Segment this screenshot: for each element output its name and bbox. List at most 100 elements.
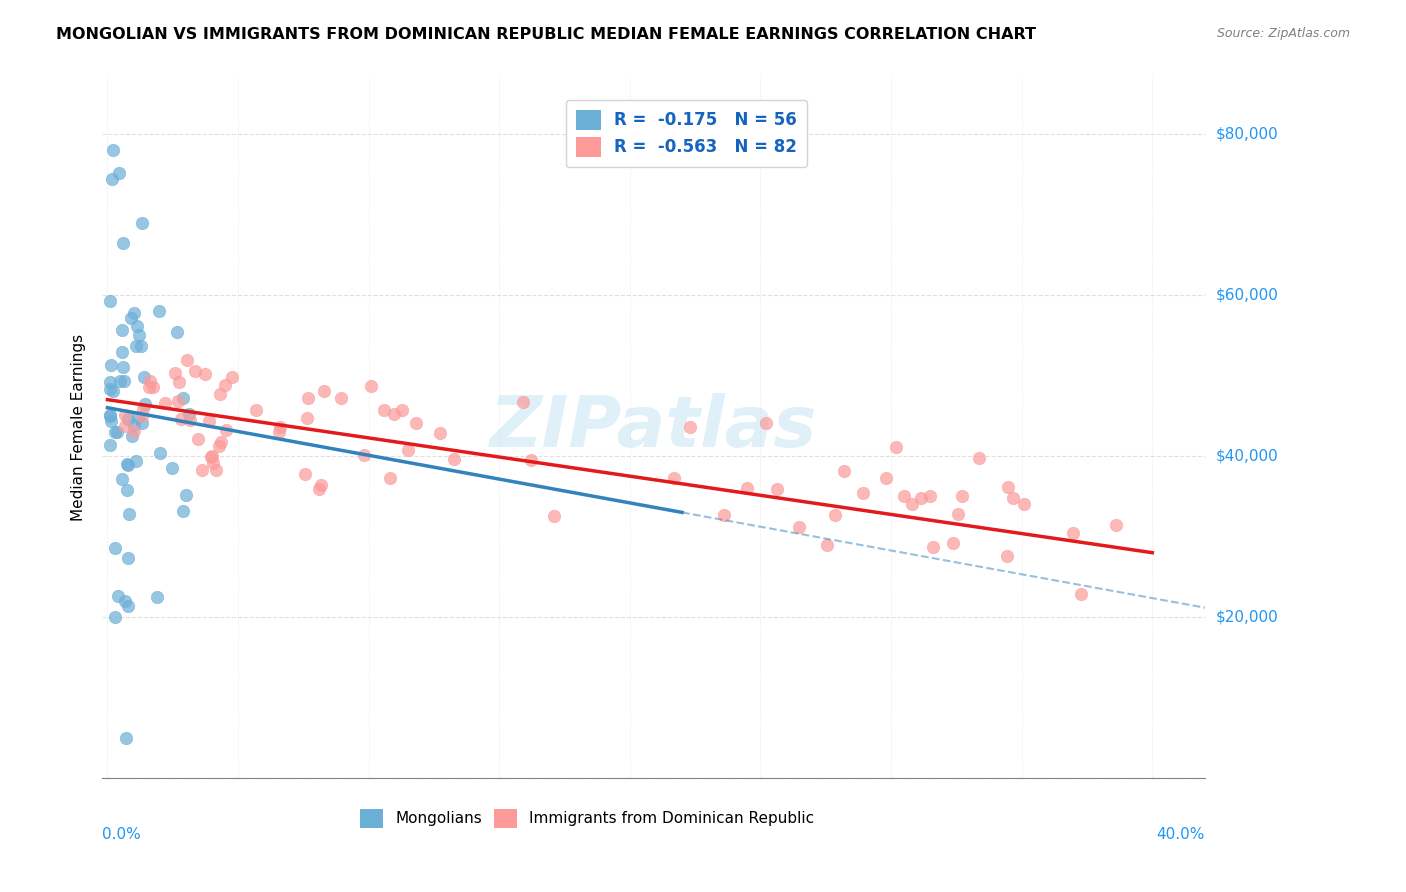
Point [201, 456, 224, 470]
Text: $80,000: $80,000 [1216, 127, 1278, 141]
Text: 0.0%: 0.0% [103, 827, 141, 842]
Point [295, 411, 318, 425]
Point [755, 416, 778, 430]
Point [131, 216, 153, 230]
Point [131, 416, 153, 430]
Point [100, 414, 122, 428]
Point [269, 420, 291, 434]
Point [948, 507, 970, 521]
Point [146, 590, 169, 604]
Point [177, 407, 200, 421]
Point [111, 323, 134, 337]
Point [98, 438, 121, 452]
Point [100, 359, 122, 373]
Point [967, 451, 990, 466]
Point [815, 538, 838, 552]
Point [312, 384, 335, 398]
Point [108, 374, 131, 388]
Point [117, 411, 139, 425]
Point [111, 344, 134, 359]
Text: ZIPatlas: ZIPatlas [489, 393, 817, 462]
Point [997, 480, 1019, 494]
Point [378, 471, 401, 485]
Point [308, 482, 330, 496]
Point [875, 470, 897, 484]
Point [114, 419, 136, 434]
Point [167, 394, 190, 409]
Point [1001, 491, 1024, 505]
Point [215, 423, 238, 437]
Point [294, 467, 316, 482]
Point [149, 446, 172, 460]
Point [172, 504, 194, 518]
Point [131, 409, 153, 424]
Point [118, 507, 141, 521]
Point [111, 472, 134, 486]
Point [139, 374, 162, 388]
Point [115, 483, 138, 497]
Point [900, 497, 922, 511]
Point [713, 508, 735, 522]
Text: 40.0%: 40.0% [1156, 827, 1205, 842]
Point [104, 609, 127, 624]
Point [122, 418, 145, 433]
Point [766, 482, 789, 496]
Point [122, 424, 145, 438]
Point [112, 359, 135, 374]
Point [134, 397, 156, 411]
Point [543, 508, 565, 523]
Point [209, 387, 232, 401]
Point [148, 303, 170, 318]
Point [330, 392, 353, 406]
Point [429, 425, 451, 440]
Text: $20,000: $20,000 [1216, 609, 1278, 624]
Point [117, 457, 139, 471]
Point [98, 375, 121, 389]
Point [884, 440, 907, 454]
Point [153, 396, 176, 410]
Point [105, 425, 128, 439]
Legend: Mongolians, Immigrants from Dominican Republic: Mongolians, Immigrants from Dominican Re… [354, 803, 821, 834]
Point [405, 416, 427, 430]
Point [141, 379, 163, 393]
Point [995, 549, 1018, 563]
Point [1062, 525, 1084, 540]
Point [117, 458, 139, 472]
Point [104, 541, 127, 555]
Point [117, 551, 139, 566]
Point [114, 731, 136, 745]
Point [942, 536, 965, 550]
Point [209, 435, 232, 450]
Point [138, 380, 160, 394]
Point [112, 374, 135, 388]
Point [297, 392, 319, 406]
Point [396, 442, 419, 457]
Y-axis label: Median Female Earnings: Median Female Earnings [72, 334, 86, 522]
Point [519, 452, 541, 467]
Point [104, 425, 127, 440]
Point [191, 463, 214, 477]
Point [98, 293, 121, 308]
Point [179, 413, 201, 427]
Point [194, 368, 217, 382]
Point [122, 305, 145, 319]
Point [208, 439, 231, 453]
Point [108, 166, 131, 180]
Point [125, 338, 148, 352]
Point [824, 508, 846, 522]
Point [1105, 518, 1128, 533]
Point [170, 412, 193, 426]
Text: MONGOLIAN VS IMMIGRANTS FROM DOMINICAN REPUBLIC MEDIAN FEMALE EARNINGS CORRELATI: MONGOLIAN VS IMMIGRANTS FROM DOMINICAN R… [56, 27, 1036, 42]
Point [117, 599, 139, 613]
Point [205, 463, 228, 477]
Point [114, 594, 136, 608]
Point [852, 486, 875, 500]
Point [198, 414, 221, 428]
Point [1070, 587, 1092, 601]
Point [132, 401, 155, 416]
Point [187, 432, 209, 446]
Point [174, 488, 197, 502]
Point [120, 310, 142, 325]
Point [787, 520, 810, 534]
Point [443, 452, 465, 467]
